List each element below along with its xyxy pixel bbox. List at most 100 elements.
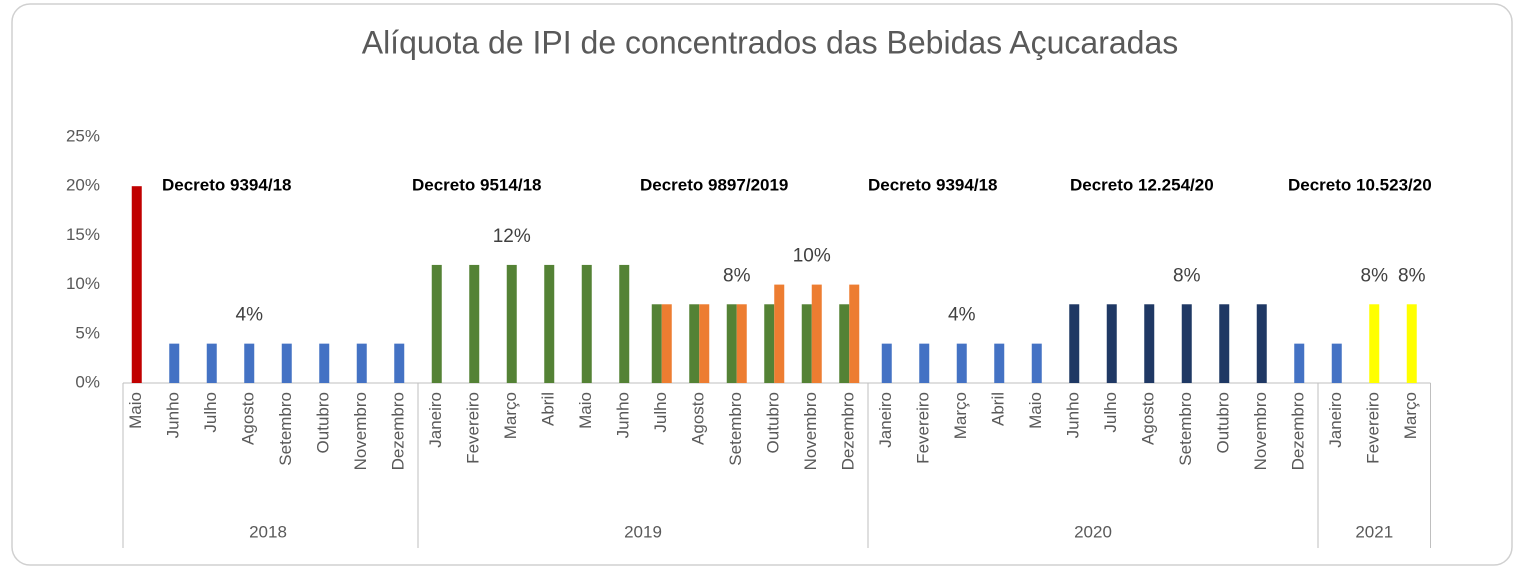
x-tick-label: Setembro — [726, 392, 745, 466]
bar — [1256, 304, 1267, 383]
bar — [881, 343, 892, 383]
bar — [839, 304, 850, 383]
x-tick-label: Janeiro — [876, 392, 895, 448]
x-tick-label: Maio — [576, 392, 595, 429]
annotation: Decreto 9897/2019 — [640, 175, 788, 194]
x-tick-label: Junho — [614, 392, 633, 438]
bar — [1219, 304, 1230, 383]
x-tick-label: Maio — [1026, 392, 1045, 429]
bar — [169, 343, 180, 383]
data-label: 12% — [493, 226, 531, 247]
annotation: Decreto 9394/18 — [868, 175, 997, 194]
x-tick-label: Julho — [1101, 392, 1120, 433]
x-tick-label: Julho — [201, 392, 220, 433]
y-tick-label: 0% — [75, 372, 100, 391]
bar — [1406, 304, 1417, 383]
bar — [764, 304, 775, 383]
bar — [619, 264, 630, 383]
x-tick-label: Agosto — [689, 392, 708, 445]
bar — [801, 304, 812, 383]
bar — [356, 343, 367, 383]
data-label: 4% — [236, 305, 264, 326]
bar — [736, 304, 747, 383]
x-tick-label: Outubro — [1214, 392, 1233, 453]
bar — [774, 284, 785, 383]
bar — [1369, 304, 1380, 383]
y-tick-label: 20% — [66, 176, 100, 195]
bar — [849, 284, 860, 383]
group-label: 2018 — [249, 522, 287, 541]
chart-title: Alíquota de IPI de concentrados das Bebi… — [362, 24, 1179, 60]
x-tick-label: Dezembro — [1289, 392, 1308, 470]
x-tick-label: Abril — [539, 392, 558, 426]
x-tick-label: Novembro — [801, 392, 820, 470]
group-label: 2020 — [1074, 522, 1112, 541]
bar — [1144, 304, 1155, 383]
bar — [431, 264, 442, 383]
bar — [651, 304, 662, 383]
data-label: 8% — [1173, 265, 1201, 286]
x-tick-label: Janeiro — [426, 392, 445, 448]
group-label: 2019 — [624, 522, 662, 541]
bar — [319, 343, 330, 383]
x-tick-label: Março — [951, 392, 970, 439]
x-tick-label: Março — [1401, 392, 1420, 439]
x-tick-label: Setembro — [1176, 392, 1195, 466]
bar — [281, 343, 292, 383]
x-tick-label: Janeiro — [1326, 392, 1345, 448]
x-tick-label: Junho — [1064, 392, 1083, 438]
group-label: 2021 — [1355, 522, 1393, 541]
y-tick-label: 5% — [75, 323, 100, 342]
x-tick-label: Dezembro — [839, 392, 858, 470]
x-tick-label: Abril — [989, 392, 1008, 426]
x-tick-label: Agosto — [239, 392, 258, 445]
bar — [394, 343, 405, 383]
bar — [1106, 304, 1117, 383]
annotation: Decreto 9514/18 — [412, 175, 541, 194]
bar — [131, 186, 142, 383]
x-tick-label: Outubro — [314, 392, 333, 453]
bar — [994, 343, 1005, 383]
y-tick-label: 25% — [66, 126, 100, 145]
data-label: 4% — [948, 305, 976, 326]
bar — [811, 284, 822, 383]
x-tick-label: Março — [501, 392, 520, 439]
bar — [1294, 343, 1305, 383]
x-tick-label: Julho — [651, 392, 670, 433]
x-tick-label: Dezembro — [389, 392, 408, 470]
bar — [469, 264, 480, 383]
x-tick-label: Fevereiro — [464, 392, 483, 464]
bar — [699, 304, 710, 383]
data-label: 10% — [793, 246, 831, 267]
x-tick-label: Fevereiro — [1364, 392, 1383, 464]
x-tick-label: Outubro — [764, 392, 783, 453]
y-tick-label: 15% — [66, 225, 100, 244]
bar — [544, 264, 555, 383]
data-label: 8% — [723, 265, 751, 286]
bar — [1181, 304, 1192, 383]
bar — [244, 343, 255, 383]
y-tick-label: 10% — [66, 274, 100, 293]
x-tick-label: Junho — [164, 392, 183, 438]
card — [11, 3, 1513, 566]
bar — [581, 264, 592, 383]
bar — [506, 264, 517, 383]
x-tick-label: Agosto — [1139, 392, 1158, 445]
bar — [1031, 343, 1042, 383]
annotation: Decreto 10.523/20 — [1288, 175, 1432, 194]
bar — [726, 304, 737, 383]
annotation: Decreto 9394/18 — [162, 175, 291, 194]
annotation: Decreto 12.254/20 — [1070, 175, 1214, 194]
bar — [956, 343, 967, 383]
bar — [689, 304, 700, 383]
bar — [1069, 304, 1080, 383]
bar — [661, 304, 672, 383]
x-tick-label: Setembro — [276, 392, 295, 466]
bar — [206, 343, 217, 383]
bar — [1331, 343, 1342, 383]
x-tick-label: Novembro — [1251, 392, 1270, 470]
x-tick-label: Novembro — [351, 392, 370, 470]
data-label: 8% — [1361, 265, 1389, 286]
